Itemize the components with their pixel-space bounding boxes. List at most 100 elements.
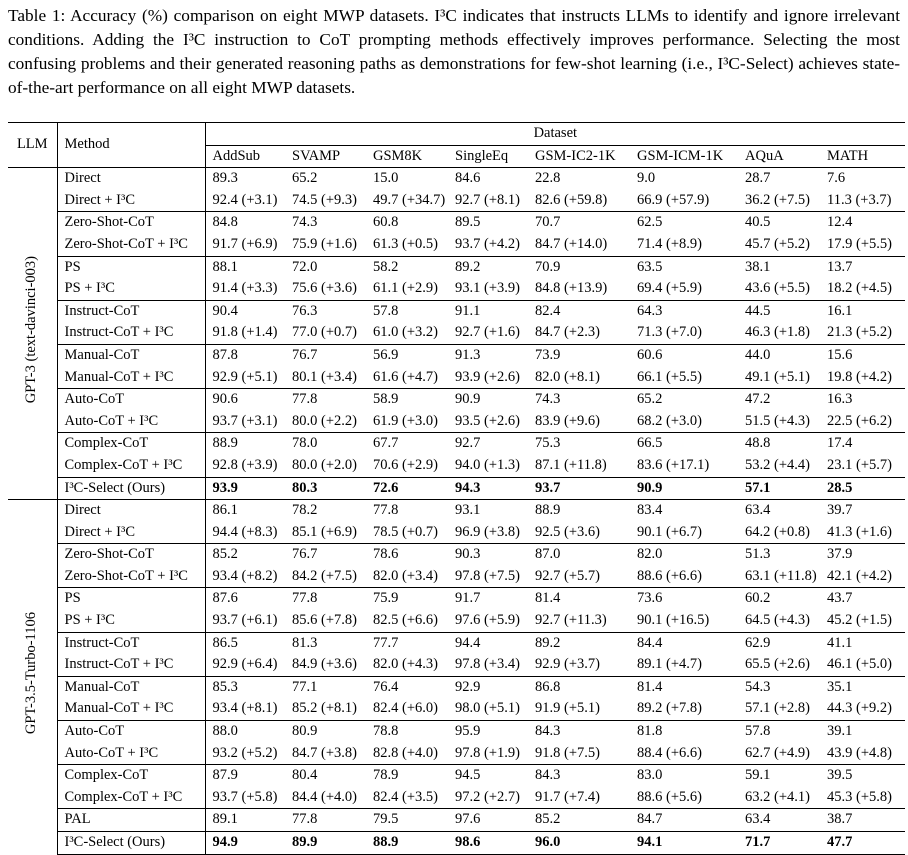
score-cell: 57.8 xyxy=(738,720,820,743)
method-cell: Complex-CoT xyxy=(57,764,206,787)
score-cell: 76.7 xyxy=(285,343,366,367)
table-row: Manual-CoT + I³C 93.4 (+8.1) 85.2 (+8.1) 82… xyxy=(8,698,905,721)
method-cell: Zero-Shot-CoT xyxy=(57,543,206,566)
score-cell: 65.5 (+2.6) xyxy=(745,656,810,673)
score-cell: 91.8 (+1.4) xyxy=(212,324,278,341)
score-cell: 85.2 xyxy=(528,808,630,832)
score-cell: 91.7 (+7.4) xyxy=(535,788,600,805)
score-cell: 87.1 (+11.8) xyxy=(535,456,607,473)
score-cell: 67.7 xyxy=(366,432,448,455)
score-cell: 81.4 xyxy=(630,675,738,699)
score-cell: 73.6 xyxy=(630,587,738,611)
score-cell: 81.8 xyxy=(630,720,738,743)
score-cell: 63.1 (+11.8) xyxy=(745,567,817,584)
score-cell: 60.8 xyxy=(366,211,448,234)
score-cell: 82.4 (+3.5) xyxy=(373,788,438,805)
score-cell: 84.8 (+13.9) xyxy=(535,280,608,297)
score-cell: 89.2 xyxy=(528,631,630,655)
score-cell: 22.5 (+6.2) xyxy=(827,412,892,429)
score-cell: 97.8 (+1.9) xyxy=(455,744,520,761)
score-cell: 92.7 xyxy=(448,432,528,455)
score-cell: 66.9 (+57.9) xyxy=(637,191,710,208)
method-cell: PAL xyxy=(57,808,206,832)
score-cell: 61.0 (+3.2) xyxy=(373,324,438,341)
dataset-header: AddSub xyxy=(205,145,285,169)
method-cell: Direct + I³C xyxy=(57,189,206,212)
dataset-header: GSM-IC2-1K xyxy=(528,145,630,169)
score-cell: 91.3 xyxy=(448,343,528,367)
score-cell: 80.9 xyxy=(285,720,366,743)
score-cell: 36.2 (+7.5) xyxy=(745,191,810,208)
table-row: Auto-CoT 90.6 77.8 58.9 90.9 74.3 65.2 47.2 16.3 xyxy=(8,388,906,411)
score-cell: 80.0 (+2.0) xyxy=(292,456,357,473)
score-cell: 45.7 (+5.2) xyxy=(745,235,810,252)
llm-cell: GPT-3.5-Turbo-1106 xyxy=(8,499,58,855)
score-cell: 90.6 xyxy=(205,388,285,411)
score-cell: 17.9 (+5.5) xyxy=(827,235,892,252)
table-row: Auto-CoT 88.0 80.9 78.8 95.9 84.3 81.8 57.8 39.1 xyxy=(8,720,906,743)
score-cell: 76.4 xyxy=(366,675,448,699)
score-cell: 61.9 (+3.0) xyxy=(373,412,438,429)
method-cell: Direct xyxy=(57,167,206,190)
dataset-header: AQuA xyxy=(738,145,820,169)
score-cell: 42.1 (+4.2) xyxy=(827,567,892,584)
score-cell: 96.0 xyxy=(528,831,630,855)
method-cell: I³C-Select (Ours) xyxy=(57,476,206,500)
score-cell: 28.5 xyxy=(820,476,906,500)
score-cell: 74.5 (+9.3) xyxy=(292,191,357,208)
score-cell: 38.1 xyxy=(738,255,820,279)
table-row: Auto-CoT + I³C 93.7 (+3.1) 80.0 (+2.2) 61.9… xyxy=(8,410,905,433)
score-cell: 92.8 (+3.9) xyxy=(212,456,278,473)
score-cell: 76.7 xyxy=(285,543,366,566)
score-cell: 47.7 xyxy=(820,831,906,855)
score-cell: 82.0 xyxy=(630,543,738,566)
score-cell: 98.0 (+5.1) xyxy=(455,700,520,717)
score-cell: 84.9 (+3.6) xyxy=(292,656,357,673)
method-cell: PS + I³C xyxy=(57,278,206,301)
score-cell: 64.5 (+4.3) xyxy=(745,612,810,629)
method-cell: Auto-CoT xyxy=(57,388,206,411)
score-cell: 97.6 xyxy=(448,808,528,832)
score-cell: 82.8 (+4.0) xyxy=(373,744,438,761)
score-cell: 75.6 (+3.6) xyxy=(292,280,357,297)
score-cell: 84.4 (+4.0) xyxy=(292,788,357,805)
score-cell: 43.7 xyxy=(820,587,906,611)
score-cell: 63.5 xyxy=(630,255,738,279)
score-cell: 44.5 xyxy=(738,299,820,323)
score-cell: 38.7 xyxy=(820,808,906,832)
score-cell: 70.6 (+2.9) xyxy=(373,456,438,473)
method-cell: Complex-CoT + I³C xyxy=(57,454,206,477)
score-cell: 76.3 xyxy=(285,299,366,323)
score-cell: 90.3 xyxy=(448,543,528,566)
score-cell: 97.6 (+5.9) xyxy=(455,612,520,629)
score-cell: 78.0 xyxy=(285,432,366,455)
score-cell: 93.1 (+3.9) xyxy=(455,280,520,297)
score-cell: 80.1 (+3.4) xyxy=(292,368,357,385)
method-cell: Auto-CoT + I³C xyxy=(57,410,206,433)
score-cell: 88.9 xyxy=(205,432,285,455)
table-row: PS + I³C 91.4 (+3.3) 75.6 (+3.6) 61.1 (+2.9… xyxy=(8,278,905,301)
score-cell: 83.6 (+17.1) xyxy=(637,456,710,473)
method-cell: PS + I³C xyxy=(57,610,206,633)
score-cell: 91.7 (+6.9) xyxy=(212,235,278,252)
score-cell: 44.0 xyxy=(738,343,820,367)
table-row: PS 88.1 72.0 58.2 89.2 70.9 63.5 38.1 13.7 xyxy=(8,255,906,279)
score-cell: 89.9 xyxy=(285,831,366,855)
table-row: Manual-CoT 87.8 76.7 56.9 91.3 73.9 60.6 44.0 15… xyxy=(8,343,906,367)
score-cell: 40.5 xyxy=(738,211,820,234)
score-cell: 78.9 xyxy=(366,764,448,787)
score-cell: 75.9 xyxy=(366,587,448,611)
score-cell: 16.3 xyxy=(820,388,906,411)
score-cell: 82.0 (+4.3) xyxy=(373,656,438,673)
score-cell: 48.8 xyxy=(738,432,820,455)
score-cell: 90.1 (+6.7) xyxy=(637,523,702,540)
score-cell: 49.1 (+5.1) xyxy=(745,368,810,385)
table-row: I³C-Select (Ours) 94.9 89.9 88.9 98.6 96.0 94.… xyxy=(8,831,906,855)
table-row: Instruct-CoT + I³C 92.9 (+6.4) 84.9 (+3.6)… xyxy=(8,654,905,677)
score-cell: 97.2 (+2.7) xyxy=(455,788,520,805)
method-cell: Zero-Shot-CoT + I³C xyxy=(57,565,206,588)
score-cell: 51.5 (+4.3) xyxy=(745,412,810,429)
score-cell: 45.3 (+5.8) xyxy=(827,788,892,805)
score-cell: 69.4 (+5.9) xyxy=(637,280,702,297)
score-cell: 18.2 (+4.5) xyxy=(827,280,892,297)
